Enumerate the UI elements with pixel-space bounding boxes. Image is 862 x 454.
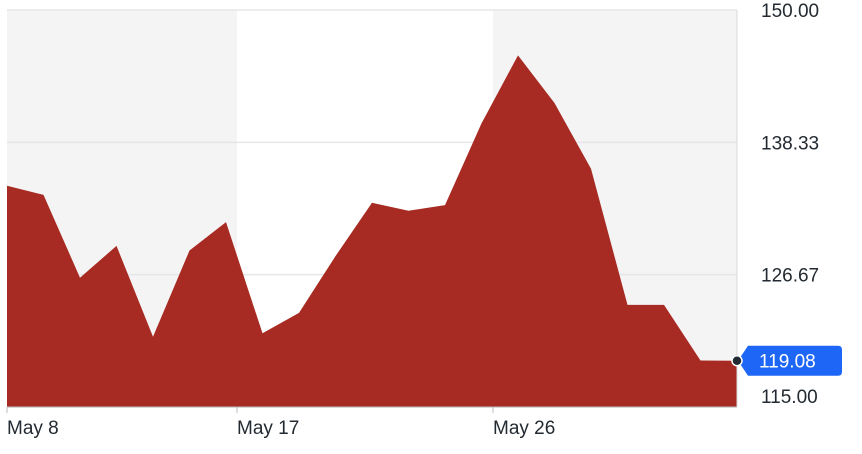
x-axis-ticks: May 8 May 17 May 26 xyxy=(6,407,555,439)
last-price-marker: 119.08 xyxy=(731,345,842,376)
y-axis-ticks: 150.00 138.33 126.67 115.00 xyxy=(761,1,819,408)
y-tick-label: 150.00 xyxy=(761,1,819,22)
x-tick-label: May 17 xyxy=(237,418,299,439)
y-tick-label: 115.00 xyxy=(761,387,818,408)
axes xyxy=(7,10,738,408)
y-tick-label: 126.67 xyxy=(761,266,819,287)
last-price-label: 119.08 xyxy=(759,352,816,373)
last-price-dot xyxy=(731,354,743,367)
price-area-layer xyxy=(6,55,738,408)
last-price-badge xyxy=(738,345,842,376)
x-tick-label: May 26 xyxy=(493,418,555,439)
x-tick-label: May 8 xyxy=(7,418,59,439)
y-tick-label: 138.33 xyxy=(761,133,819,154)
price-area xyxy=(7,55,737,408)
